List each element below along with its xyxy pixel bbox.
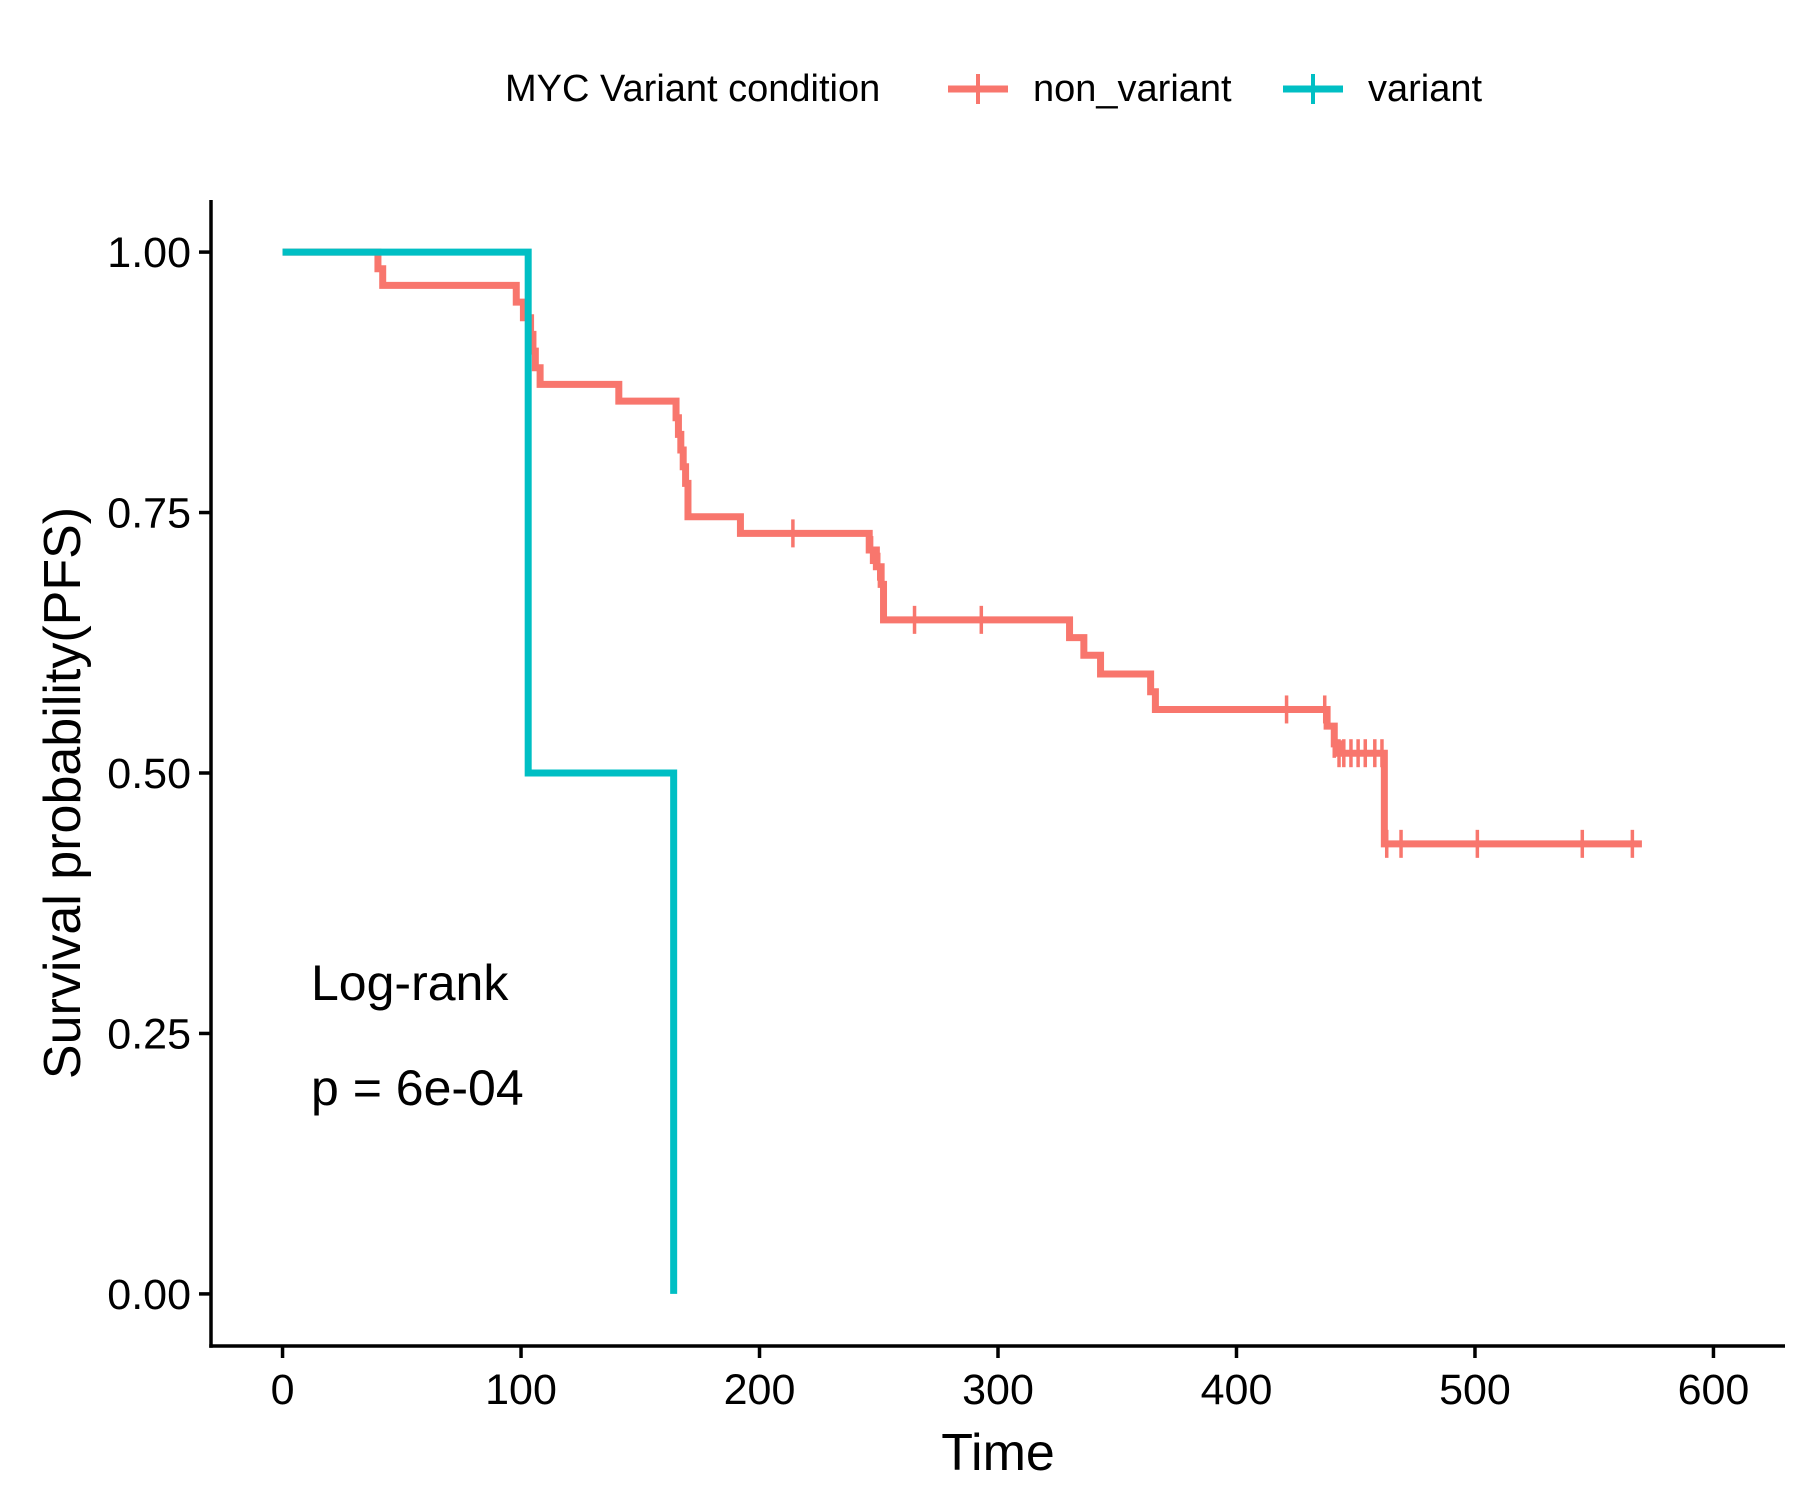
x-tick-label: 600 — [1678, 1366, 1750, 1414]
x-tick-label: 400 — [1201, 1366, 1273, 1414]
y-tick-label: 0.25 — [107, 1010, 191, 1058]
legend-title: MYC Variant condition — [505, 68, 881, 110]
y-tick-label: 1.00 — [107, 229, 191, 277]
x-tick-label: 500 — [1439, 1366, 1511, 1414]
y-tick-label: 0.75 — [107, 490, 191, 538]
x-tick-label: 200 — [724, 1366, 796, 1414]
x-tick-label: 0 — [271, 1366, 295, 1414]
legend: MYC Variant condition non_variant varian… — [0, 64, 1800, 114]
y-tick-label: 0.00 — [107, 1271, 191, 1319]
x-tick-label: 300 — [962, 1366, 1034, 1414]
y-ticks: 0.00 0.25 0.50 0.75 1.00 — [107, 229, 211, 1319]
legend-label-variant: variant — [1368, 68, 1483, 110]
x-tick-label: 100 — [485, 1366, 557, 1414]
pvalue-label: p = 6e-04 — [311, 1060, 524, 1116]
y-tick-label: 0.50 — [107, 750, 191, 798]
series-line-non-variant — [282, 248, 1642, 848]
x-axis-title: Time — [941, 1424, 1055, 1482]
y-axis-title: Survival probability(PFS) — [34, 507, 92, 1079]
legend-key-variant — [1283, 74, 1343, 104]
legend-label-non-variant: non_variant — [1033, 68, 1232, 110]
legend-key-non-variant — [948, 74, 1008, 104]
series-layer — [282, 248, 1642, 1294]
x-ticks: 0 100 200 300 400 500 600 — [271, 1346, 1750, 1414]
series-line-variant — [282, 248, 678, 1294]
logrank-label: Log-rank — [311, 955, 509, 1011]
